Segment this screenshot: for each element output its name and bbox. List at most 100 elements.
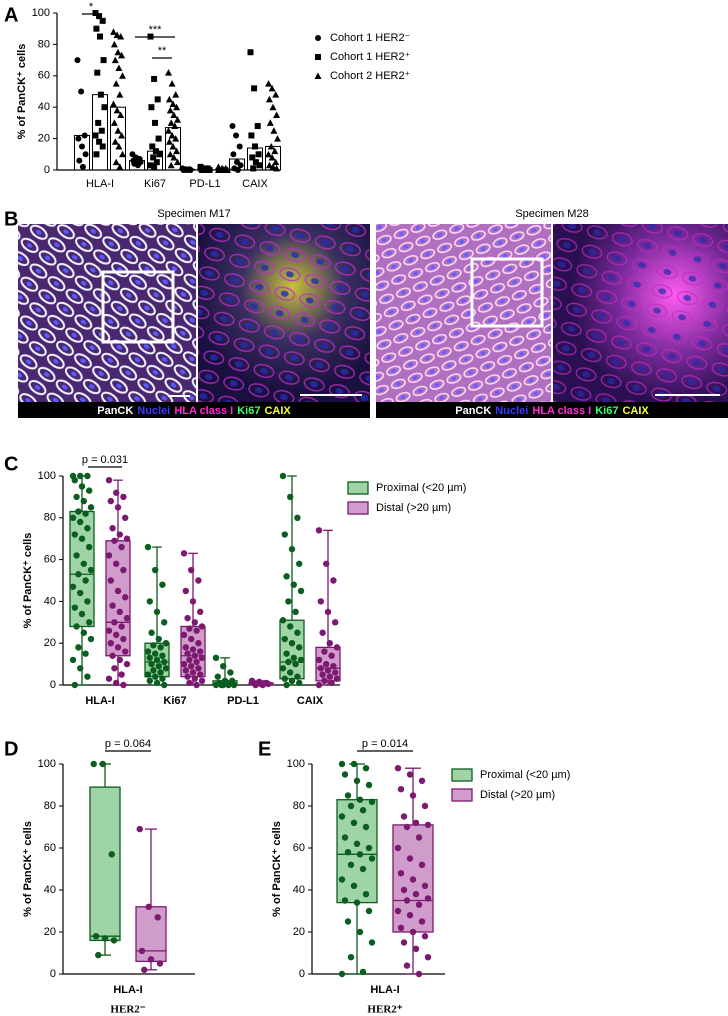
x-tick-label: HLA-I (86, 178, 114, 190)
data-point (86, 619, 93, 626)
y-tick-label: 80 (44, 800, 56, 812)
data-point (344, 849, 352, 856)
data-point (95, 951, 102, 959)
data-point (97, 91, 104, 98)
data-point (80, 560, 88, 567)
data-point (317, 665, 324, 672)
data-point (283, 573, 290, 580)
data-point (123, 660, 131, 668)
data-point (288, 640, 296, 647)
data-point (341, 771, 349, 778)
data-point (397, 786, 405, 793)
data-point (116, 608, 124, 616)
panel-label: A (4, 4, 18, 26)
data-point (227, 669, 234, 676)
data-point (273, 111, 281, 119)
data-point (189, 669, 197, 676)
data-point (117, 33, 125, 40)
data-point (119, 150, 126, 158)
data-point (265, 150, 272, 158)
data-point (96, 138, 103, 145)
data-point (344, 792, 352, 799)
data-point (265, 161, 273, 169)
significance-label: p = 0.014 (362, 738, 408, 750)
data-point (78, 88, 85, 95)
data-point (154, 96, 161, 103)
data-point (287, 493, 294, 501)
data-point (117, 111, 125, 119)
data-point (197, 671, 204, 678)
data-point (153, 679, 161, 687)
data-point (77, 518, 84, 526)
data-point (315, 54, 321, 60)
data-point (394, 907, 402, 915)
data-point (92, 132, 99, 139)
data-point (86, 543, 93, 551)
data-point (180, 550, 188, 557)
data-point (321, 677, 328, 685)
data-point (84, 472, 91, 480)
data-point (73, 623, 80, 630)
legend-label: Cohort 2 HER2⁺ (330, 70, 411, 82)
data-point (161, 681, 168, 689)
data-point (118, 51, 126, 59)
data-point (285, 598, 292, 605)
legend-label: Proximal (<20 µm) (480, 769, 570, 781)
data-point (113, 560, 120, 567)
data-point (111, 56, 119, 64)
data-point (341, 834, 349, 841)
stain-label: Nuclei (137, 405, 170, 417)
data-point (294, 514, 301, 521)
data-point (84, 673, 91, 680)
data-point (362, 765, 370, 772)
data-point (113, 489, 120, 496)
data-point (95, 119, 102, 126)
stain-label: Ki67 (595, 405, 618, 417)
data-point (212, 654, 220, 662)
data-point (159, 652, 166, 659)
data-point (283, 681, 290, 689)
data-point (421, 802, 429, 810)
data-point (412, 819, 420, 826)
data-point (80, 497, 88, 505)
y-tick-label: 80 (38, 38, 50, 50)
data-point (281, 675, 288, 682)
micrograph-m17 (18, 224, 370, 418)
data-point (338, 813, 346, 820)
data-point (153, 608, 161, 616)
data-point (153, 656, 161, 664)
data-point (151, 75, 158, 82)
data-point (265, 95, 273, 103)
data-point (147, 162, 154, 169)
y-tick-label: 0 (50, 968, 56, 980)
significance-label: *** (149, 24, 163, 36)
data-point (113, 31, 121, 38)
data-point (368, 798, 376, 805)
data-point (269, 163, 277, 170)
data-point (107, 497, 115, 505)
data-point (287, 623, 294, 630)
data-point (338, 760, 346, 768)
data-point (174, 116, 181, 123)
data-point (108, 851, 115, 858)
data-point (195, 640, 202, 647)
legend-swatch (451, 768, 473, 782)
data-point (77, 665, 84, 672)
data-point (113, 631, 120, 639)
data-point (101, 104, 108, 111)
data-point (368, 939, 376, 946)
data-point (152, 119, 158, 126)
y-tick-label: 20 (44, 926, 56, 938)
stain-caption: PanCK Nuclei HLA class I Ki67 CAIX (97, 405, 291, 417)
data-point (159, 581, 166, 588)
data-point (333, 644, 341, 651)
stain-label: CAIX (622, 405, 649, 417)
data-point (279, 617, 287, 624)
data-point (359, 807, 367, 814)
data-point (294, 673, 301, 680)
data-point (93, 151, 100, 158)
data-point (155, 635, 162, 643)
data-point (191, 652, 198, 659)
data-point (265, 80, 272, 87)
data-point (397, 870, 405, 877)
